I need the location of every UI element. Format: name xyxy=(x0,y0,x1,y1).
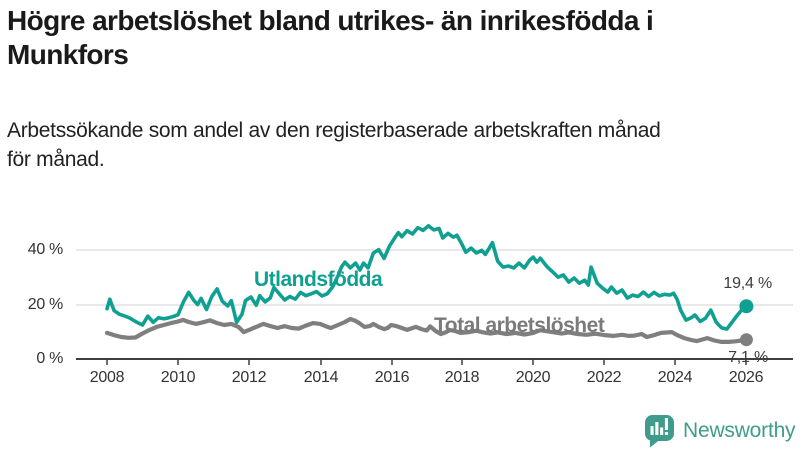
series-line-utlandsfodda xyxy=(105,224,749,331)
x-axis-ticks xyxy=(106,359,747,365)
bar-chart-speech-bubble-icon xyxy=(645,415,674,448)
end-value-label-total: 7,1 % xyxy=(728,349,768,366)
y-axis-label-20: 20 % xyxy=(27,296,64,313)
chart-subtitle-line-2: för månad. xyxy=(7,148,105,171)
x-axis-label-2022: 2022 xyxy=(586,369,622,386)
x-axis-label-2010: 2010 xyxy=(160,369,196,386)
x-axis-label-2008: 2008 xyxy=(89,369,125,386)
page-title-line-1: Högre arbetslöshet bland utrikes- än inr… xyxy=(7,5,654,36)
x-axis-label-2016: 2016 xyxy=(374,369,410,386)
y-axis-label-0: 0 % xyxy=(36,350,63,367)
end-value-label-utlandsfodda: 19,4 % xyxy=(723,275,772,292)
x-axis-label-2024: 2024 xyxy=(657,369,693,386)
page-title: Högre arbetslöshet bland utrikes- än inr… xyxy=(7,4,797,72)
x-axis-label-2014: 2014 xyxy=(303,369,339,386)
chart-subtitle: Arbetssökande som andel av den registerb… xyxy=(7,116,795,174)
x-axis-label-2020: 2020 xyxy=(515,369,551,386)
series-line-total-arbetsloshet xyxy=(104,316,749,344)
chart-subtitle-line-1: Arbetssökande som andel av den registerb… xyxy=(7,119,661,142)
x-axis-label-2018: 2018 xyxy=(444,369,480,386)
y-axis-label-40: 40 % xyxy=(27,241,64,258)
series-label-total-arbetsloshet: Total arbetslöshet xyxy=(434,314,605,337)
series-label-utlandsfodda: Utlandsfödda xyxy=(254,268,383,291)
series-end-dot-total-arbetsloshet xyxy=(739,333,753,347)
newsworthy-logo: Newsworthy xyxy=(644,412,800,450)
x-axis-label-2012: 2012 xyxy=(231,369,267,386)
x-axis-label-2026: 2026 xyxy=(728,369,764,386)
series-layer xyxy=(104,224,754,347)
page-title-line-2: Munkfors xyxy=(7,39,129,70)
series-end-dot-utlandsfodda xyxy=(739,299,754,314)
brand-name: Newsworthy xyxy=(683,419,796,442)
